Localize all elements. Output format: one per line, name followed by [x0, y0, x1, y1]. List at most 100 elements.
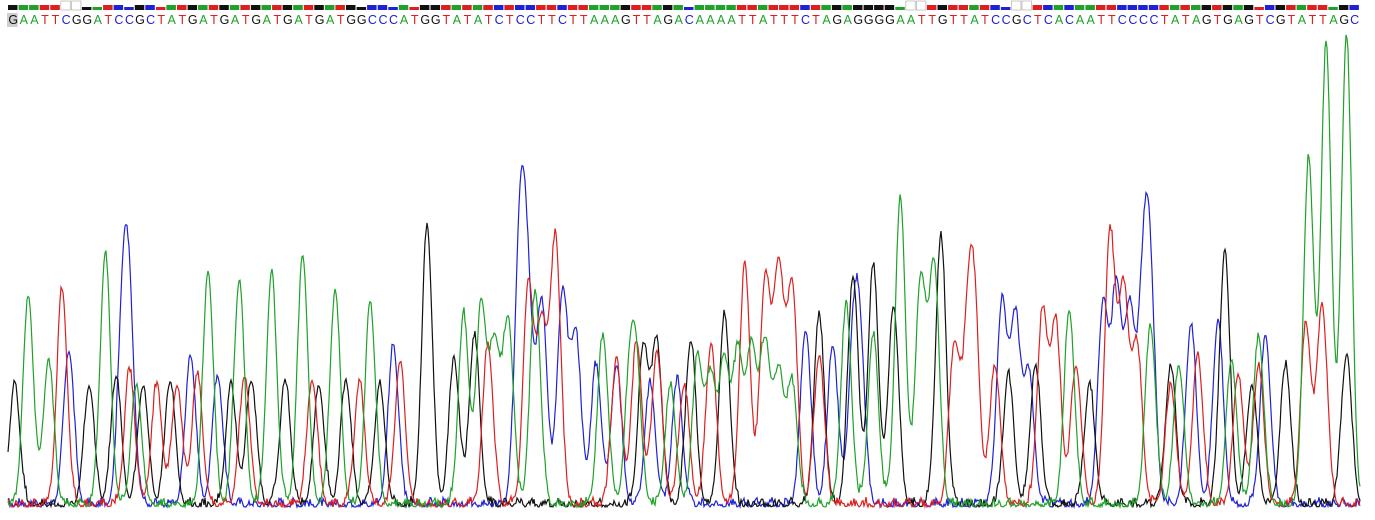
quality-bar: [1180, 5, 1190, 10]
quality-bar: [113, 5, 124, 10]
base-call: T: [749, 13, 757, 27]
base-call: A: [20, 13, 29, 27]
quality-bar: [1264, 5, 1275, 10]
base-call: T: [506, 13, 514, 27]
base-call: G: [1012, 13, 1022, 27]
base-call: C: [378, 13, 387, 27]
base-call: T: [918, 13, 926, 27]
quality-bar: [1338, 5, 1349, 10]
quality-bar: [810, 5, 821, 10]
base-call: G: [1339, 13, 1349, 27]
base-call: G: [315, 13, 325, 27]
base-call: T: [464, 13, 472, 27]
base-call: T: [643, 13, 651, 27]
base-call: G: [357, 13, 367, 27]
trace-c: [7, 164, 1361, 509]
base-call: A: [1076, 13, 1085, 27]
base-call: A: [822, 13, 831, 27]
base-call: G: [431, 13, 441, 27]
quality-bar: [916, 0, 927, 11]
cursor-highlight: [7, 13, 18, 27]
quality-bar: [757, 5, 768, 10]
quality-bar: [937, 5, 947, 10]
quality-bar: [419, 5, 430, 10]
base-call: A: [474, 13, 483, 27]
quality-bar: [1317, 5, 1328, 10]
quality-bar: [895, 7, 905, 10]
quality-bar: [240, 5, 250, 10]
base-call: C: [1149, 13, 1158, 27]
base-call: C: [62, 13, 71, 27]
base-call: A: [94, 13, 103, 27]
base-call: A: [453, 13, 462, 27]
quality-bar: [324, 5, 335, 10]
base-call: A: [759, 13, 768, 27]
base-call: T: [337, 13, 345, 27]
quality-bar: [705, 5, 715, 10]
quality-bar: [1074, 5, 1085, 10]
quality-bar: [684, 7, 694, 10]
base-call: G: [853, 13, 863, 27]
base-call: G: [220, 13, 230, 27]
quality-bar: [8, 5, 18, 10]
base-call: T: [1287, 13, 1295, 27]
base-call: T: [157, 13, 165, 27]
base-call: A: [199, 13, 208, 27]
base-call: C: [495, 13, 504, 27]
quality-bar: [588, 5, 599, 10]
quality-bar: [346, 5, 356, 10]
base-call: G: [8, 13, 18, 27]
quality-bar: [673, 5, 683, 10]
quality-bar: [979, 5, 990, 10]
base-call: A: [896, 13, 905, 27]
quality-bar: [39, 5, 50, 10]
base-call: G: [346, 13, 356, 27]
base-call: C: [1002, 13, 1011, 27]
quality-bar: [789, 5, 800, 10]
quality-bar: [282, 5, 293, 10]
quality-bar: [620, 5, 631, 10]
trace-g: [7, 222, 1361, 509]
quality-bar: [1021, 0, 1032, 11]
quality-bar: [1201, 5, 1212, 10]
quality-bar: [504, 5, 514, 10]
quality-bar: [525, 5, 536, 10]
base-call: G: [188, 13, 198, 27]
base-call: G: [1223, 13, 1233, 27]
base-call: A: [400, 13, 409, 27]
base-call: C: [558, 13, 567, 27]
base-call: C: [125, 13, 134, 27]
base-call: C: [516, 13, 525, 27]
base-call: C: [1139, 13, 1148, 27]
base-call: A: [706, 13, 715, 27]
quality-bar: [599, 5, 609, 10]
quality-bar: [483, 5, 493, 10]
quality-bar: [272, 5, 282, 10]
base-call: T: [569, 13, 577, 27]
quality-bar: [335, 5, 345, 10]
base-call: G: [663, 13, 673, 27]
base-call: T: [442, 13, 450, 27]
quality-bar: [177, 5, 187, 10]
quality-bar: [948, 5, 958, 10]
quality-bar: [1138, 5, 1148, 10]
base-call: G: [864, 13, 874, 27]
quality-bar: [229, 5, 240, 10]
base-call: A: [294, 13, 303, 27]
quality-bar: [926, 5, 937, 10]
base-call: G: [283, 13, 293, 27]
quality-bar: [578, 5, 588, 10]
base-call: C: [1118, 13, 1127, 27]
quality-bar: [641, 5, 652, 10]
quality-bar: [694, 5, 705, 10]
base-call: T: [770, 13, 778, 27]
base-call: T: [981, 13, 989, 27]
base-call: C: [146, 13, 155, 27]
quality-bar: [1000, 7, 1011, 10]
quality-bar: [1169, 5, 1180, 10]
quality-bar: [60, 0, 71, 11]
quality-bar: [409, 7, 419, 10]
quality-bar: [493, 5, 504, 10]
base-call: A: [1087, 13, 1096, 27]
quality-bar: [166, 5, 176, 10]
